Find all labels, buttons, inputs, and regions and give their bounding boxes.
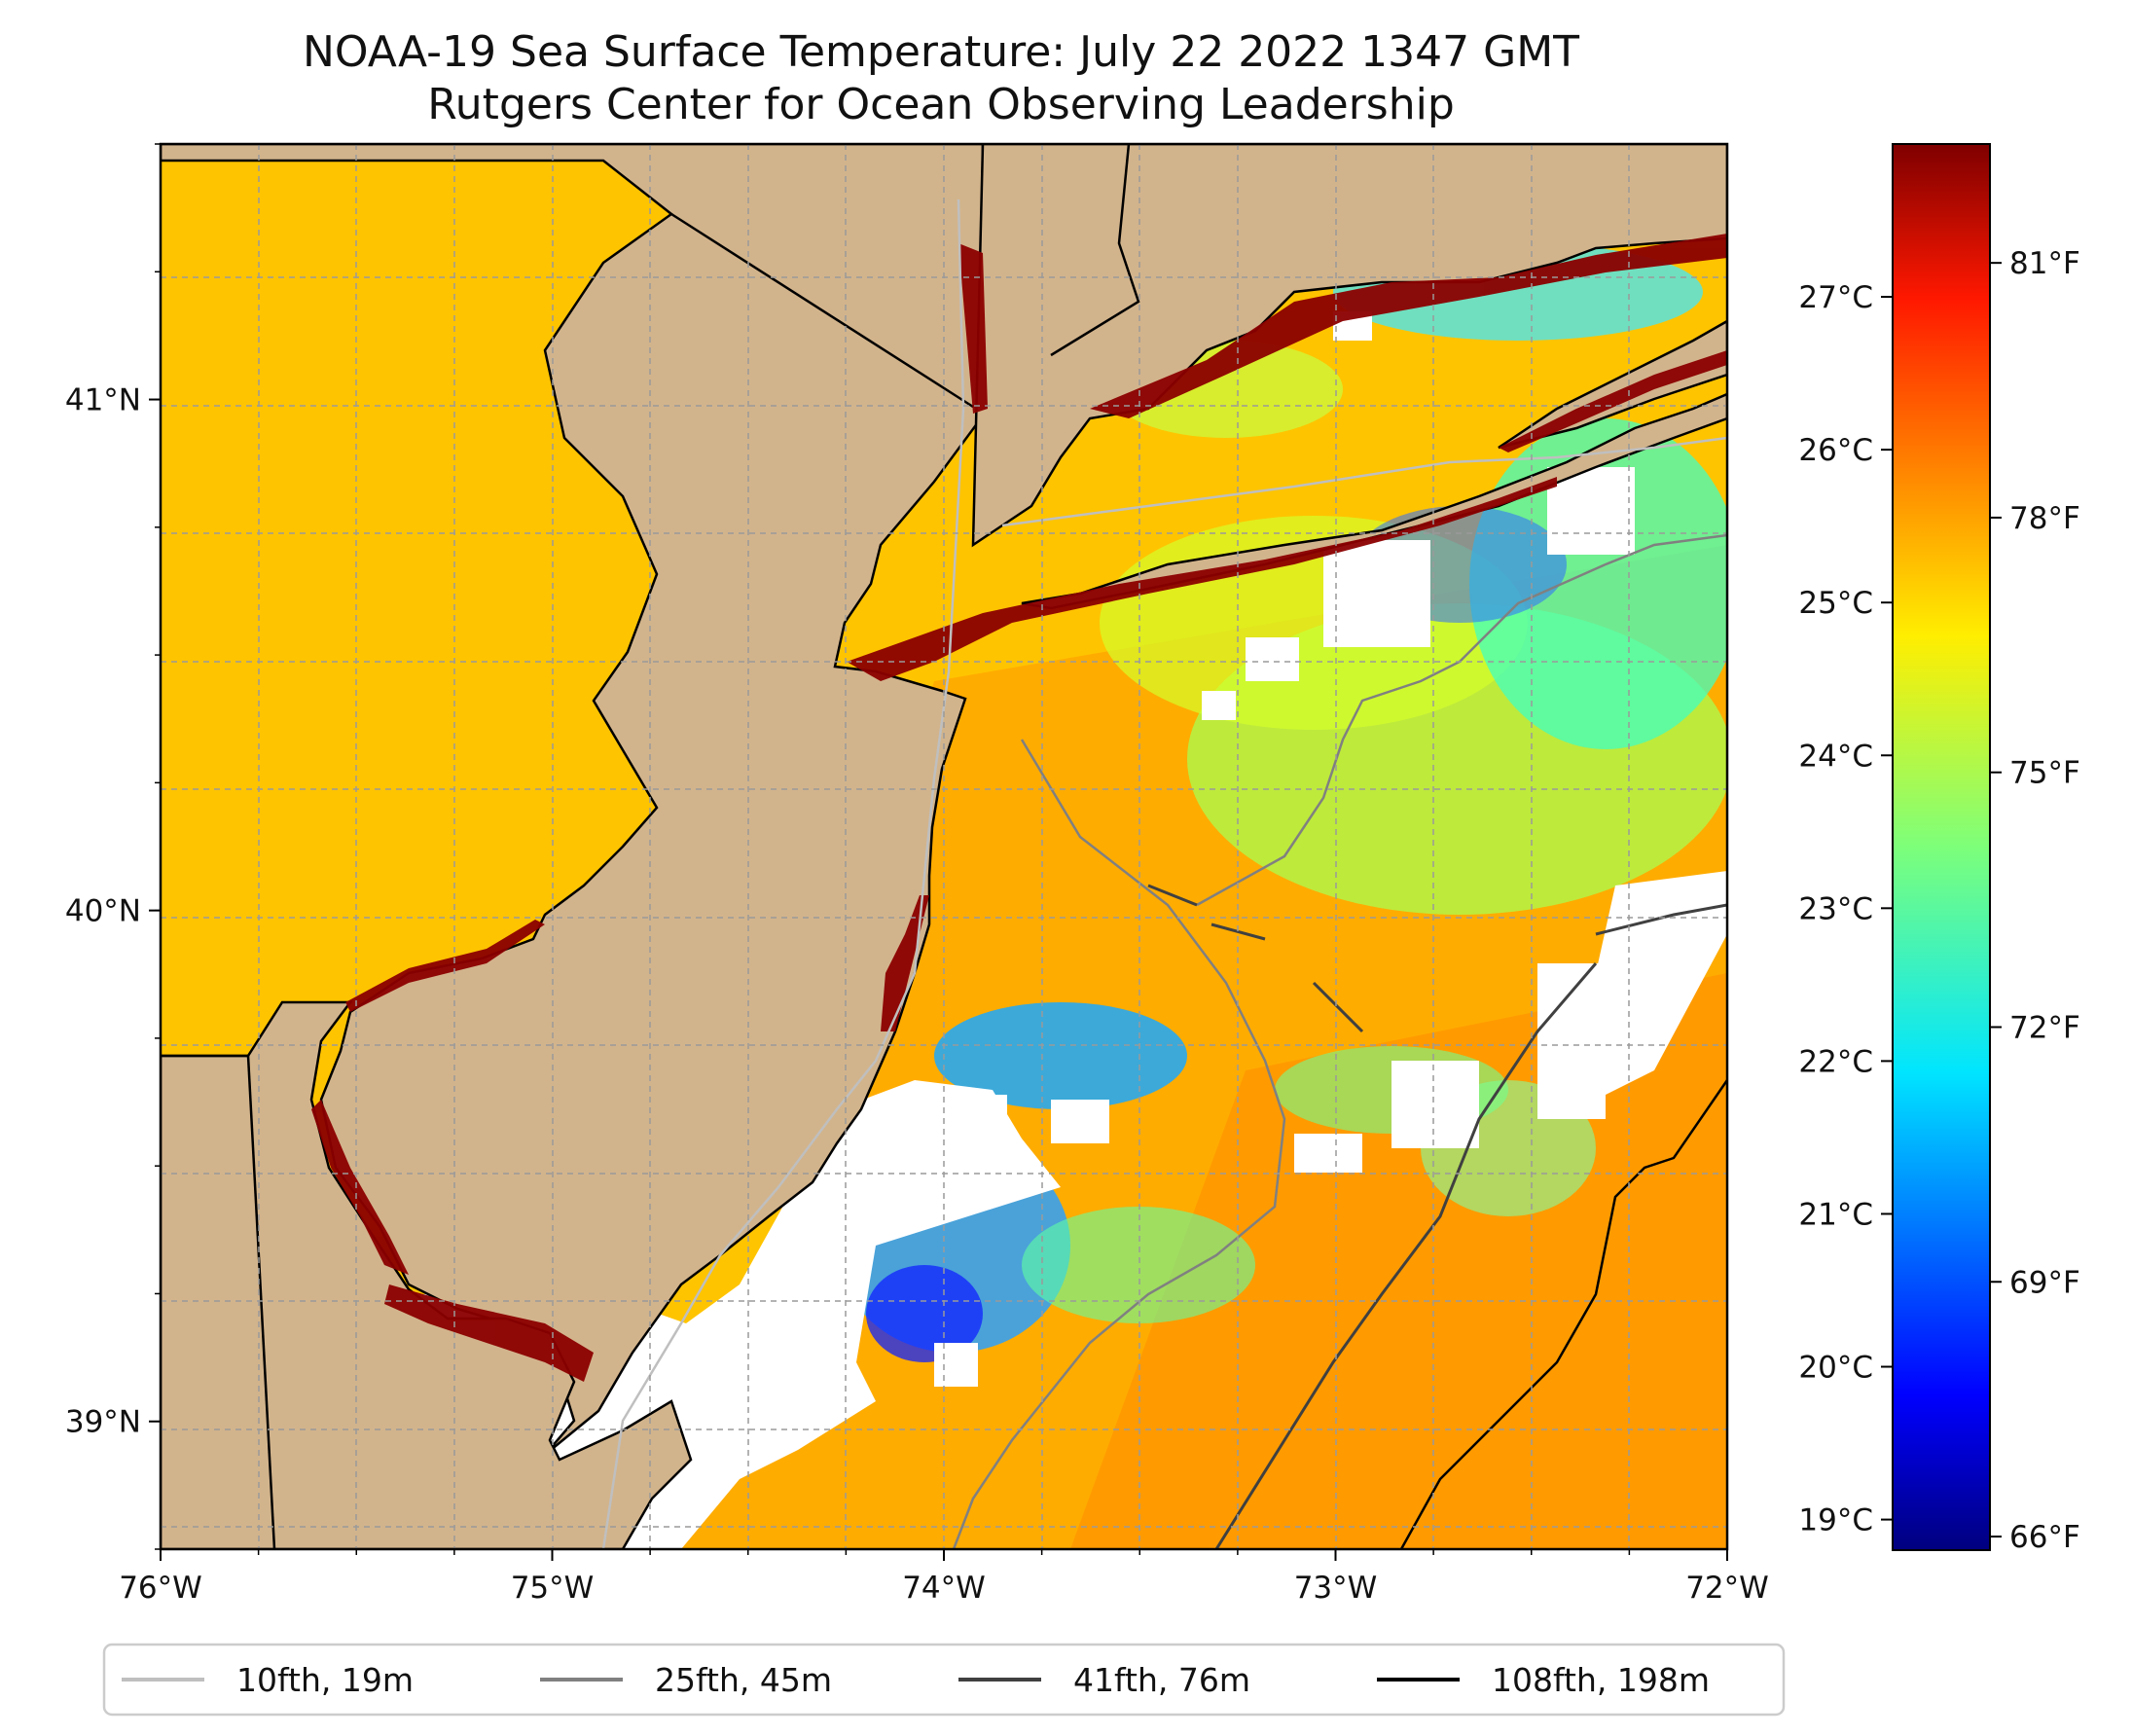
fahrenheit-tick-label: 78°F xyxy=(2009,501,2080,536)
legend-label: 108fth, 198m xyxy=(1492,1661,1710,1699)
latitude-axis: 39°N 40°N 41°N xyxy=(65,143,161,1550)
celsius-tick-label: 20°C xyxy=(1798,1351,1873,1386)
colorbar-celsius-axis: 19°C 20°C 21°C 22°C 23°C 24°C 25°C 26°C 27°C xyxy=(1798,280,1893,1538)
legend-label: 25fth, 45m xyxy=(655,1661,832,1699)
celsius-tick-label: 19°C xyxy=(1798,1503,1873,1538)
graticule xyxy=(161,144,1727,1549)
lon-tick-label: 74°W xyxy=(902,1571,986,1606)
fahrenheit-tick-label: 72°F xyxy=(2009,1010,2080,1045)
lat-tick-label: 39°N xyxy=(65,1405,141,1440)
fahrenheit-tick-label: 81°F xyxy=(2009,246,2080,281)
longitude-axis: 76°W 75°W 74°W 73°W 72°W xyxy=(119,1549,1769,1606)
legend-box xyxy=(102,1643,1786,1717)
lon-tick-label: 76°W xyxy=(119,1571,202,1606)
land-north-fork xyxy=(1498,319,1727,450)
celsius-tick-label: 25°C xyxy=(1798,586,1873,621)
fahrenheit-tick-label: 69°F xyxy=(2009,1265,2080,1300)
celsius-tick-label: 26°C xyxy=(1798,433,1873,468)
legend-label: 10fth, 19m xyxy=(236,1661,414,1699)
lon-tick-label: 73°W xyxy=(1294,1571,1378,1606)
lat-tick-label: 40°N xyxy=(65,894,141,929)
map-title: NOAA-19 Sea Surface Temperature: July 22… xyxy=(303,27,1579,77)
map-subtitle: Rutgers Center for Ocean Observing Leade… xyxy=(427,80,1455,129)
colorbar-fahrenheit-axis: 66°F 69°F 72°F 75°F 78°F 81°F xyxy=(1990,246,2080,1555)
lon-tick-label: 72°W xyxy=(1685,1571,1769,1606)
lat-tick-label: 41°N xyxy=(65,383,141,418)
celsius-tick-label: 21°C xyxy=(1798,1197,1873,1232)
land-connecticut xyxy=(971,144,1727,548)
colorbar xyxy=(1892,143,1991,1551)
legend-label: 41fth, 76m xyxy=(1073,1661,1250,1699)
celsius-tick-label: 24°C xyxy=(1798,739,1873,774)
celsius-tick-label: 27°C xyxy=(1798,280,1873,315)
warm-coastal-bands xyxy=(311,234,1727,1382)
state-boundaries xyxy=(161,144,1140,1549)
lon-tick-label: 75°W xyxy=(511,1571,595,1606)
contour-76m xyxy=(1147,884,1727,1549)
legend: 10fth, 19m 25fth, 45m 41fth, 76m 108fth, 19… xyxy=(122,1661,1710,1699)
land xyxy=(161,144,1727,1549)
fahrenheit-tick-label: 75°F xyxy=(2009,756,2080,791)
celsius-tick-label: 22°C xyxy=(1798,1044,1873,1079)
fahrenheit-tick-label: 66°F xyxy=(2009,1520,2080,1555)
contour-198m xyxy=(1399,1079,1727,1549)
celsius-tick-label: 23°C xyxy=(1798,891,1873,926)
map-panel xyxy=(161,144,1727,1549)
contour-19m xyxy=(601,199,1727,1549)
